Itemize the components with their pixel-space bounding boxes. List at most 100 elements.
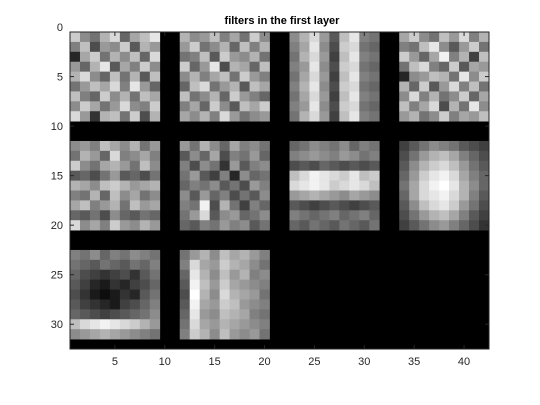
filter-pixel: [219, 289, 230, 300]
filter-pixel: [419, 170, 430, 181]
filter-pixel: [329, 32, 340, 43]
filter-pixel: [259, 269, 270, 281]
filter-pixel: [109, 309, 121, 320]
filter-pixel: [439, 210, 450, 221]
filter-pixel: [469, 180, 480, 191]
filter-pixel: [89, 180, 101, 191]
filter-pixel: [99, 329, 111, 340]
filter-pixel: [349, 200, 360, 211]
filter-pixel: [209, 210, 220, 221]
filter-pixel: [349, 140, 360, 152]
filter-pixel: [129, 71, 141, 82]
filter-pixel: [299, 140, 310, 152]
filter-pixel: [99, 160, 111, 172]
filter-pixel: [70, 91, 81, 102]
filter-pixel: [229, 210, 240, 221]
filter-pixel: [99, 190, 111, 201]
filter-pixel: [99, 71, 111, 82]
filter-pixel: [199, 180, 211, 191]
filter-pixel: [429, 41, 440, 53]
filter-pixel: [349, 71, 360, 82]
filter-pixel: [70, 220, 81, 231]
filter-pixel: [259, 279, 270, 290]
filter-pixel: [439, 190, 450, 201]
filter-pixel: [449, 71, 460, 82]
filter-pixel: [239, 190, 250, 201]
filter-pixel: [409, 81, 420, 92]
filter-pixel: [339, 81, 350, 92]
filter-pixel: [399, 111, 410, 122]
filter-pixel: [139, 111, 151, 122]
filter-pixel: [119, 170, 131, 181]
filter-pixel: [429, 200, 440, 211]
filter-pixel: [129, 51, 141, 63]
filter-pixel: [399, 180, 410, 191]
filter-pixel: [89, 269, 101, 281]
filter-pixel: [239, 41, 250, 53]
filter-pixel: [209, 41, 220, 53]
filter-pixel: [219, 210, 230, 221]
filter-pixel: [479, 111, 490, 122]
filter-pixel: [119, 299, 131, 310]
filter-pixel: [70, 41, 81, 53]
filter-pixel: [339, 200, 350, 211]
filter-pixel: [129, 101, 141, 112]
filter-pixel: [149, 32, 161, 43]
filter-pixel: [249, 150, 260, 162]
filter-pixel: [419, 210, 430, 221]
filter-pixel: [70, 289, 81, 300]
filter-pixel: [359, 32, 370, 43]
y-tick-label: 5: [57, 72, 63, 84]
filter-pixel: [259, 91, 270, 102]
filter-pixel: [229, 180, 240, 191]
filter-pixel: [439, 101, 450, 112]
filter-pixel: [189, 91, 201, 102]
filter-pixel: [149, 269, 161, 281]
filter-pixel: [249, 140, 260, 152]
filter-pixel: [89, 81, 101, 92]
filter-pixel: [119, 160, 131, 172]
filter-pixel: [199, 269, 211, 281]
filter-pixel: [259, 210, 270, 221]
filter-pixel: [219, 309, 230, 320]
filter-pixel: [109, 150, 121, 162]
filter-pixel: [369, 91, 380, 102]
filter-pixel: [469, 81, 480, 92]
filter-pixel: [209, 289, 220, 300]
filter-pixel: [209, 61, 220, 72]
filter-pixel: [229, 160, 240, 172]
filter-pixel: [149, 210, 161, 221]
filter-pixel: [119, 259, 131, 271]
filter-pixel: [189, 140, 201, 152]
filter-pixel: [329, 61, 340, 72]
filter-pixel: [109, 279, 121, 290]
filter-pixel: [229, 170, 240, 181]
filter-pixel: [299, 170, 310, 181]
filter-pixel: [149, 299, 161, 310]
filter-pixel: [79, 81, 91, 92]
filter-pixel: [70, 51, 81, 63]
filter-pixel: [89, 279, 101, 290]
filter-pixel: [479, 101, 490, 112]
filter-pixel: [339, 140, 350, 152]
filter-pixel: [289, 220, 300, 231]
filter-pixel: [259, 81, 270, 92]
filter-pixel: [209, 160, 220, 172]
filter-pixel: [439, 32, 450, 43]
filter-pixel: [339, 61, 350, 72]
filter-pixel: [349, 150, 360, 162]
filter-pixel: [299, 220, 310, 231]
filter-pixel: [189, 299, 201, 310]
filter-pixel: [179, 160, 191, 172]
filter-pixel: [239, 319, 250, 330]
filter-pixel: [179, 140, 191, 152]
filter-pixel: [249, 220, 260, 231]
filter-pixel: [399, 41, 410, 53]
filter-pixel: [149, 180, 161, 191]
filter-pixel: [469, 160, 480, 172]
filter-pixel: [79, 150, 91, 162]
filter-pixel: [79, 170, 91, 181]
filter-pixel: [359, 41, 370, 53]
filter-pixel: [319, 32, 330, 43]
filter-pixel: [319, 91, 330, 102]
